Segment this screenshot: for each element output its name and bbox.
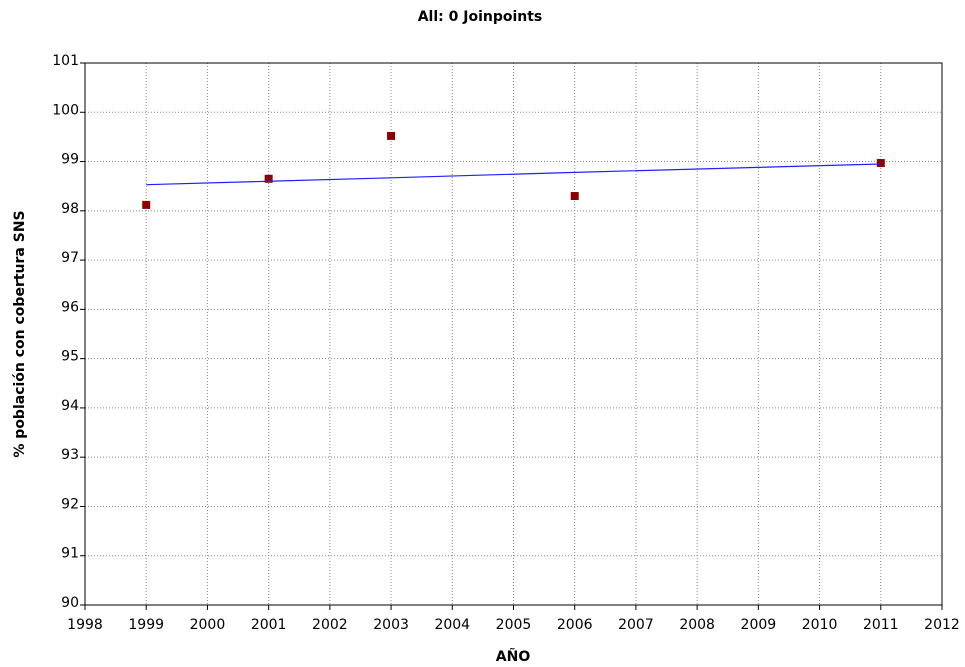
- x-tick-label: 1998: [67, 617, 103, 633]
- y-tick-label: 94: [61, 398, 79, 414]
- y-axis-label: % población con cobertura SNS: [12, 210, 28, 457]
- chart-title: All: 0 Joinpoints: [418, 9, 543, 25]
- y-tick-label: 98: [61, 201, 79, 217]
- y-tick-label: 99: [61, 152, 79, 168]
- y-tick-label: 91: [61, 546, 79, 562]
- x-tick-label: 2006: [557, 617, 593, 633]
- data-point: [876, 159, 885, 168]
- plot-frame: [84, 62, 943, 606]
- x-tick-label: 2008: [679, 617, 715, 633]
- y-tick-label: 92: [61, 496, 79, 512]
- y-tick-label: 97: [61, 250, 79, 266]
- y-tick-label: 101: [52, 53, 79, 69]
- x-tick-label: 2000: [190, 617, 226, 633]
- x-tick-label: 2009: [741, 617, 777, 633]
- x-tick-label: 2001: [251, 617, 287, 633]
- y-tick-label: 93: [61, 447, 79, 463]
- y-tick-label: 90: [61, 595, 79, 611]
- data-point: [142, 200, 151, 209]
- data-point: [264, 174, 273, 183]
- data-point: [387, 131, 396, 140]
- x-tick-label: 1999: [128, 617, 164, 633]
- x-axis-label: AÑO: [496, 648, 531, 665]
- y-tick-label: 95: [61, 349, 79, 365]
- fit-line: [146, 163, 881, 186]
- x-tick-label: 2010: [802, 617, 838, 633]
- x-tick-label: 2007: [618, 617, 654, 633]
- x-tick-label: 2012: [924, 617, 960, 633]
- x-tick-label: 2003: [373, 617, 409, 633]
- data-point: [570, 192, 579, 201]
- x-tick-label: 2005: [496, 617, 532, 633]
- y-tick-label: 100: [52, 102, 79, 118]
- y-tick-label: 96: [61, 299, 79, 315]
- x-tick-label: 2004: [434, 617, 470, 633]
- x-tick-label: 2002: [312, 617, 348, 633]
- x-tick-label: 2011: [863, 617, 899, 633]
